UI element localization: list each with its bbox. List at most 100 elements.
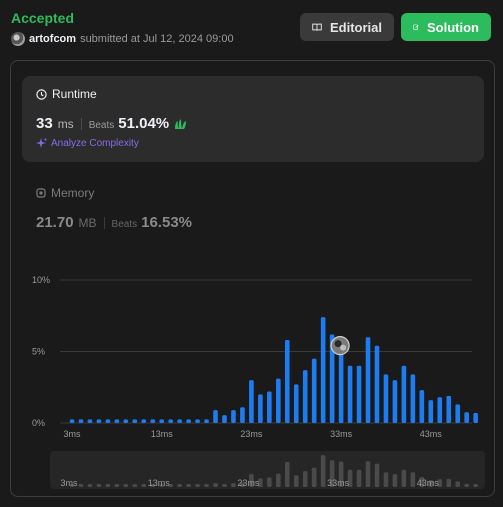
editorial-button[interactable]: Editorial <box>300 13 394 41</box>
memory-value: 21.70 <box>36 214 74 231</box>
histogram-bar[interactable] <box>105 419 111 423</box>
histogram-bar[interactable] <box>392 380 398 423</box>
x-tick-label: 23ms <box>240 429 263 439</box>
runtime-card[interactable]: Runtime 33 ms Beats 51.04% Analyze Compl… <box>22 76 484 162</box>
memory-heading[interactable]: Memory <box>36 186 94 200</box>
histogram-bar[interactable] <box>338 338 344 423</box>
histogram-bar[interactable] <box>240 407 245 423</box>
analyze-complexity-link[interactable]: Analyze Complexity <box>36 138 139 149</box>
overview-tick-label: 23ms <box>237 478 260 488</box>
histogram-bar[interactable] <box>446 395 452 423</box>
overview-bar <box>123 484 129 487</box>
avatar-detail <box>340 344 347 351</box>
submission-meta: artofcom submitted at Jul 12, 2024 09:00 <box>11 32 234 46</box>
overview-bar <box>114 484 120 487</box>
overview-bar <box>168 484 173 487</box>
x-tick-label: 13ms <box>151 429 174 439</box>
histogram-bar[interactable] <box>267 391 272 423</box>
status-accepted: Accepted <box>11 10 75 26</box>
histogram-bar[interactable] <box>87 419 93 423</box>
histogram-bar[interactable] <box>329 334 335 423</box>
x-tick-label: 33ms <box>330 429 353 439</box>
histogram-bar[interactable] <box>204 419 209 423</box>
histogram-bar[interactable] <box>213 410 218 423</box>
edit-icon <box>413 24 419 30</box>
overview-bar <box>231 483 236 487</box>
avatar-detail <box>334 340 342 348</box>
histogram-bar[interactable] <box>78 419 84 423</box>
histogram-bar[interactable] <box>186 419 191 423</box>
histogram-bar[interactable] <box>141 419 147 423</box>
overview-bar <box>141 484 147 487</box>
overview-bar <box>473 483 478 487</box>
memory-beats-label: Beats <box>111 219 138 230</box>
histogram-bar[interactable] <box>428 400 434 423</box>
x-tick-label: 43ms <box>420 429 443 439</box>
histogram-bar[interactable] <box>410 374 416 423</box>
histogram-bar[interactable] <box>258 394 263 423</box>
histogram-bar[interactable] <box>383 374 389 423</box>
histogram-bar[interactable] <box>168 419 173 423</box>
histogram-bar[interactable] <box>356 365 362 423</box>
histogram-bar[interactable] <box>464 412 469 423</box>
overview-bar <box>374 463 380 487</box>
histogram-bar[interactable] <box>195 419 200 423</box>
sparkle-icon <box>36 138 47 148</box>
runtime-title: Runtime <box>52 87 97 101</box>
overview-bar <box>437 479 443 487</box>
histogram-bar[interactable] <box>159 419 164 423</box>
histogram-bar[interactable] <box>177 419 182 423</box>
overview-bar <box>105 484 111 487</box>
histogram-bar[interactable] <box>437 397 443 423</box>
overview-bar <box>249 474 254 487</box>
divider <box>80 117 82 130</box>
overview-bar <box>347 469 353 487</box>
memory-chip-icon <box>36 188 46 198</box>
histogram-bar[interactable] <box>473 412 478 423</box>
y-tick-label: 0% <box>32 418 45 428</box>
user-avatar[interactable] <box>11 32 25 46</box>
histogram-bar[interactable] <box>347 365 353 423</box>
histogram-bar[interactable] <box>249 380 254 423</box>
analyze-label: Analyze Complexity <box>51 138 139 149</box>
histogram-bar[interactable] <box>293 384 299 423</box>
overview-bar <box>446 478 452 487</box>
histogram-bar[interactable] <box>419 390 425 423</box>
overview-bar <box>329 460 335 487</box>
histogram-bar[interactable] <box>150 419 156 423</box>
username-link[interactable]: artofcom <box>29 33 77 45</box>
overview-bar <box>222 484 227 487</box>
histogram-bar[interactable] <box>69 419 75 423</box>
runtime-beats-value: 51.04% <box>118 115 170 132</box>
histogram-bar[interactable] <box>132 419 138 423</box>
histogram-bar[interactable] <box>96 419 102 423</box>
runtime-beats-label: Beats <box>88 120 115 131</box>
histogram-bar[interactable] <box>374 345 380 423</box>
overview-bar <box>284 462 290 487</box>
overview-bar <box>96 484 102 487</box>
histogram-bar[interactable] <box>114 419 120 423</box>
overview-bar <box>186 484 191 487</box>
overview-bar <box>240 482 245 487</box>
histogram-bar[interactable] <box>123 419 129 423</box>
overview-bar <box>150 484 156 487</box>
overview-bar <box>383 472 389 487</box>
overview-tick-label: 43ms <box>417 478 440 488</box>
overview-bar <box>392 474 398 487</box>
overview-bar <box>293 475 299 487</box>
histogram-bar[interactable] <box>311 358 317 423</box>
memory-beats-value: 16.53% <box>141 214 192 231</box>
histogram-bar[interactable] <box>455 404 461 423</box>
histogram-bar[interactable] <box>401 365 407 423</box>
histogram-bar[interactable] <box>222 415 227 423</box>
histogram-bar[interactable] <box>302 370 308 423</box>
memory-title: Memory <box>51 186 95 200</box>
histogram-bar[interactable] <box>320 317 326 423</box>
overview-bar <box>356 469 362 487</box>
solution-button[interactable]: Solution <box>401 13 491 41</box>
histogram-bar[interactable] <box>284 340 290 423</box>
histogram-bar[interactable] <box>365 337 371 423</box>
histogram-bar[interactable] <box>231 410 236 423</box>
histogram-bar[interactable] <box>276 378 281 423</box>
